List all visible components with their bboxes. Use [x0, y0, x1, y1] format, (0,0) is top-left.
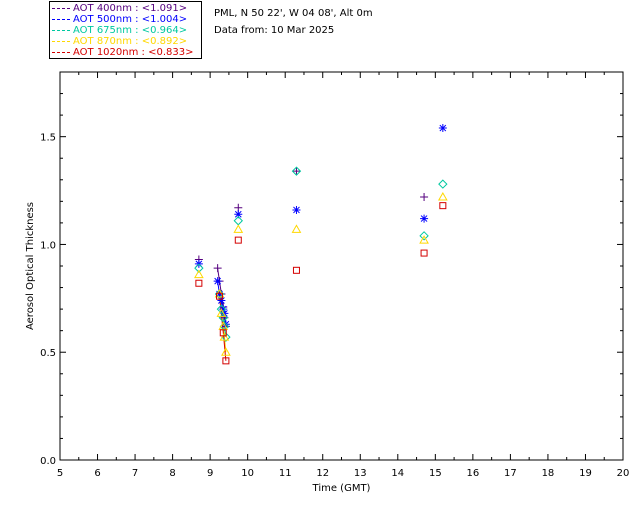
plot-frame	[59, 71, 624, 461]
data-point-square	[234, 236, 242, 244]
data-point-triangle	[233, 224, 244, 233]
data-point-square	[219, 329, 227, 337]
data-point-square	[195, 279, 203, 287]
legend-label: AOT 500nm : <1.004>	[73, 14, 188, 25]
data-point-asterisk	[292, 205, 301, 214]
x-tick-label: 6	[94, 468, 100, 479]
data-point-plus	[420, 193, 429, 202]
legend-entry: AOT 675nm : <0.964>	[52, 25, 187, 36]
data-point-square	[439, 202, 447, 210]
data-point-asterisk	[219, 305, 228, 314]
x-tick-label: 18	[542, 468, 555, 479]
date-text: Data from: 10 Mar 2025	[214, 25, 335, 36]
legend-line-swatch	[52, 51, 70, 53]
legend-label: AOT 1020nm : <0.833>	[73, 47, 194, 58]
data-point-diamond	[419, 231, 429, 241]
data-point-triangle	[216, 308, 227, 317]
legend-line-swatch	[52, 18, 70, 20]
data-point-triangle	[221, 347, 231, 356]
x-tick-label: 11	[279, 468, 292, 479]
legend-entry: AOT 870nm : <0.892>	[52, 36, 187, 47]
data-point-plus	[292, 167, 301, 176]
x-tick-label: 8	[169, 468, 175, 479]
data-point-diamond	[438, 179, 448, 189]
data-point-asterisk	[215, 290, 224, 299]
x-tick-label: 10	[241, 468, 254, 479]
data-point-square	[292, 266, 300, 274]
data-point-diamond	[194, 263, 204, 273]
y-tick-label: 0.5	[40, 348, 56, 359]
x-tick-label: 19	[579, 468, 592, 479]
legend-line-swatch	[52, 29, 70, 31]
x-tick-label: 20	[617, 468, 630, 479]
legend-label: AOT 870nm : <0.892>	[73, 36, 188, 47]
legend-line-swatch	[52, 40, 70, 42]
data-point-asterisk	[234, 210, 243, 219]
legend-line-swatch	[52, 7, 70, 9]
x-axis-title: Time (GMT)	[312, 483, 371, 494]
x-tick-label: 13	[354, 468, 367, 479]
y-tick-label: 0.0	[40, 456, 56, 467]
data-point-square	[216, 292, 224, 300]
x-tick-label: 16	[466, 468, 479, 479]
data-point-asterisk	[438, 124, 447, 133]
data-point-triangle	[419, 235, 429, 244]
x-tick-label: 14	[391, 468, 404, 479]
legend-label: AOT 675nm : <0.964>	[73, 25, 188, 36]
legend: AOT 400nm : <1.091> AOT 500nm : <1.004> AO…	[49, 1, 202, 59]
legend-label: AOT 400nm : <1.091>	[73, 3, 188, 14]
x-tick-label: 15	[429, 468, 442, 479]
x-tick-label: 9	[207, 468, 213, 479]
x-tick-label: 5	[57, 468, 63, 479]
data-point-plus	[213, 264, 222, 273]
location-text: PML, N 50 22', W 04 08', Alt 0m	[214, 8, 373, 19]
data-point-triangle	[291, 224, 302, 233]
legend-entry: AOT 1020nm : <0.833>	[52, 47, 193, 58]
data-point-square	[420, 249, 428, 257]
y-tick-label: 1.0	[40, 240, 56, 251]
series-line	[219, 296, 227, 361]
data-point-triangle	[437, 192, 448, 201]
x-tick-label: 7	[132, 468, 138, 479]
y-axis-title: Aerosol Optical Thickness	[25, 202, 36, 330]
data-point-diamond	[291, 166, 302, 176]
data-point-diamond	[216, 304, 227, 314]
data-point-triangle	[194, 269, 204, 279]
data-point-asterisk	[217, 296, 226, 305]
data-point-asterisk	[220, 309, 229, 318]
data-point-asterisk	[213, 277, 222, 286]
legend-entry: AOT 500nm : <1.004>	[52, 14, 187, 25]
data-point-triangle	[219, 332, 230, 341]
data-point-asterisk	[420, 214, 429, 223]
data-point-square	[222, 357, 230, 365]
x-tick-label: 17	[504, 468, 517, 479]
legend-entry: AOT 400nm : <1.091>	[52, 3, 187, 14]
x-tick-label: 12	[316, 468, 329, 479]
y-tick-label: 1.5	[40, 133, 56, 144]
